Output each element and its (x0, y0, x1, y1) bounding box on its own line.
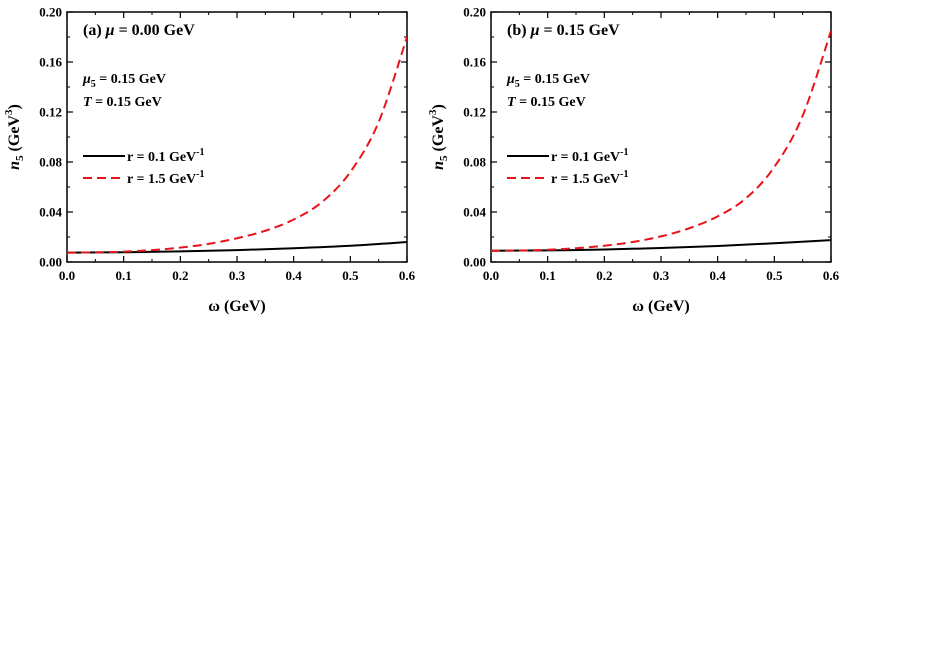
x-tick-label: 0.1 (540, 268, 556, 283)
y-axis-label-symbol: n (6, 161, 23, 170)
series-line-r-1p5 (67, 36, 407, 254)
x-tick-label: 0.4 (710, 268, 727, 283)
param-symbol: μ (506, 72, 515, 87)
x-tick-label: 0.0 (483, 268, 499, 283)
param-value: = 0.15 GeV (520, 72, 590, 87)
y-tick-label: 0.04 (39, 205, 62, 220)
x-tick-label: 0.6 (399, 268, 416, 283)
series-line-r-1p5 (491, 30, 831, 252)
y-axis-label: n5 (GeV3) (3, 104, 26, 170)
panel-title-prefix: (b) (507, 22, 531, 39)
y-axis-label-close: ) (6, 104, 23, 109)
y-axis-label-symbol: n (430, 161, 447, 170)
panel-title-mu: μ (530, 22, 540, 39)
x-tick-label: 0.2 (596, 268, 612, 283)
param-value: = 0.15 GeV (96, 72, 166, 87)
y-tick-label: 0.08 (39, 155, 62, 170)
x-tick-label: 0.5 (766, 268, 783, 283)
legend-label-main: r = 1.5 GeV (127, 172, 196, 187)
param-symbol: μ (82, 72, 91, 87)
legend-label-sup: -1 (196, 169, 204, 180)
x-tick-label: 0.6 (823, 268, 840, 283)
chart-panel-a: 0.0 0.1 0.2 0.3 0.4 0.5 0.6 0.00 0.04 0.08 0.12 0.1… (3, 5, 416, 316)
y-tick-label: 0.12 (463, 105, 486, 120)
x-tick-label: 0.2 (172, 268, 188, 283)
param-value: = 0.15 GeV (516, 95, 586, 110)
y-tick-label: 0.20 (39, 5, 62, 20)
panel-title: (a) μ = 0.00 GeV (83, 22, 195, 39)
y-axis-label-superscript: 3 (427, 109, 439, 115)
series-line-r-0p1 (491, 239, 831, 252)
y-axis-label-subscript: 5 (438, 155, 450, 161)
param-subscript: 5 (515, 79, 520, 90)
y-tick-label: 0.08 (463, 155, 486, 170)
y-tick-label: 0.20 (463, 5, 486, 20)
y-axis-label-unit: (GeV (6, 115, 23, 156)
param-value: = 0.15 GeV (92, 95, 162, 110)
panel-title: (b) μ = 0.15 GeV (507, 22, 620, 39)
x-tick-label: 0.1 (116, 268, 132, 283)
panel-title-mu: μ (105, 22, 115, 39)
param-label: μ5 = 0.15 GeV (82, 72, 166, 90)
series-line-r-0p1 (67, 241, 407, 254)
y-tick-label: 0.16 (463, 55, 486, 70)
legend-label-main: r = 0.1 GeV (551, 150, 620, 165)
chart-panel-b: 0.0 0.1 0.2 0.3 0.4 0.5 0.6 0.00 0.04 0.08 0.12 0.1… (427, 5, 840, 316)
panel-title-value: = 0.00 GeV (115, 22, 196, 39)
param-label: μ5 = 0.15 GeV (506, 72, 590, 90)
legend-label: r = 1.5 GeV-1 (551, 169, 629, 187)
legend-label-sup: -1 (620, 169, 628, 180)
caption-strip (0, 632, 929, 646)
legend-label: r = 0.1 GeV-1 (551, 147, 629, 165)
y-tick-label: 0.12 (39, 105, 62, 120)
y-axis-label-unit: (GeV (430, 115, 447, 156)
x-tick-label: 0.4 (286, 268, 303, 283)
plot-frame (490, 11, 832, 263)
y-axis-label: n5 (GeV3) (427, 104, 450, 170)
y-tick-label: 0.00 (39, 255, 62, 270)
y-tick-label: 0.00 (463, 255, 486, 270)
legend-label: r = 0.1 GeV-1 (127, 147, 205, 165)
legend-label: r = 1.5 GeV-1 (127, 169, 205, 187)
param-label: T = 0.15 GeV (83, 95, 162, 110)
x-axis-label: ω (GeV) (632, 298, 689, 315)
x-tick-label: 0.3 (653, 268, 670, 283)
plot-frame (66, 11, 408, 263)
x-tick-label: 0.3 (229, 268, 246, 283)
y-axis-label-superscript: 3 (3, 109, 15, 115)
y-tick-label: 0.04 (463, 205, 486, 220)
x-tick-label: 0.0 (59, 268, 75, 283)
param-symbol: T (507, 95, 517, 110)
legend-label-sup: -1 (620, 147, 628, 158)
panel-title-value: = 0.15 GeV (539, 22, 620, 39)
y-axis-label-close: ) (430, 104, 447, 109)
panel-title-prefix: (a) (83, 22, 106, 39)
param-symbol: T (83, 95, 93, 110)
x-axis-label: ω (GeV) (208, 298, 265, 315)
y-axis-label-subscript: 5 (14, 155, 26, 161)
param-subscript: 5 (91, 79, 96, 90)
legend-label-main: r = 0.1 GeV (127, 150, 196, 165)
legend-label-main: r = 1.5 GeV (551, 172, 620, 187)
param-label: T = 0.15 GeV (507, 95, 586, 110)
x-tick-label: 0.5 (342, 268, 359, 283)
legend-label-sup: -1 (196, 147, 204, 158)
y-tick-label: 0.16 (39, 55, 62, 70)
